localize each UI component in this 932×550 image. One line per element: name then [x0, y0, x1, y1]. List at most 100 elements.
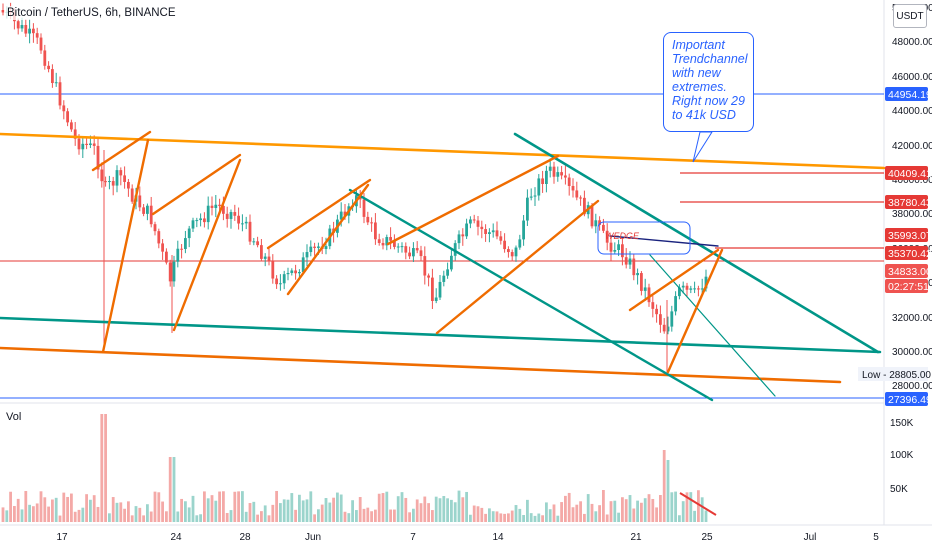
volume-bar[interactable] — [153, 491, 157, 522]
candle[interactable] — [130, 184, 134, 204]
volume-bar[interactable] — [172, 457, 176, 522]
volume-bar[interactable] — [628, 495, 632, 522]
volume-bar[interactable] — [336, 492, 339, 522]
volume-bar[interactable] — [92, 495, 96, 522]
candle[interactable] — [404, 242, 408, 260]
candle[interactable] — [180, 244, 183, 259]
candle[interactable] — [491, 223, 495, 238]
candle[interactable] — [279, 274, 282, 291]
volume-bar[interactable] — [77, 509, 81, 522]
candle[interactable] — [214, 194, 218, 218]
volume-bar[interactable] — [567, 492, 571, 522]
volume-bar[interactable] — [590, 503, 594, 522]
candle[interactable] — [377, 233, 381, 246]
wedge-label-box[interactable] — [597, 221, 691, 255]
candle[interactable] — [484, 224, 487, 242]
volume-bar[interactable] — [526, 499, 529, 522]
wedge-5-upper-line[interactable] — [628, 248, 720, 312]
candle[interactable] — [659, 305, 662, 333]
volume-bar[interactable] — [138, 507, 142, 522]
candle[interactable] — [165, 248, 168, 265]
volume-bar[interactable] — [127, 501, 130, 522]
wedge-2-lower-line[interactable] — [172, 158, 242, 332]
volume-bar[interactable] — [218, 491, 221, 522]
candle[interactable] — [260, 239, 263, 262]
volume-bar[interactable] — [28, 504, 31, 522]
candle[interactable] — [526, 189, 529, 226]
candle[interactable] — [617, 239, 620, 257]
candle[interactable] — [533, 187, 537, 206]
candle[interactable] — [96, 136, 100, 179]
candle[interactable] — [176, 240, 180, 268]
low-price-label[interactable]: Low - 28805.00 — [858, 367, 931, 381]
candle[interactable] — [54, 72, 58, 87]
candle[interactable] — [670, 305, 674, 332]
drawings[interactable] — [0, 130, 886, 402]
candle[interactable] — [47, 61, 50, 73]
candle[interactable] — [73, 121, 77, 146]
volume-bar[interactable] — [13, 506, 16, 522]
candle[interactable] — [229, 209, 233, 229]
symbol-title[interactable]: Bitcoin / TetherUS, 6h, BINANCE — [4, 6, 179, 20]
volume-bar[interactable] — [602, 490, 605, 522]
candle[interactable] — [689, 285, 693, 294]
candle[interactable] — [282, 270, 286, 290]
candle[interactable] — [153, 221, 157, 236]
volume-bar[interactable] — [476, 506, 480, 522]
volume-bar[interactable] — [43, 497, 47, 522]
volume-bar[interactable] — [161, 501, 164, 522]
volume-bar[interactable] — [358, 497, 362, 522]
candle[interactable] — [697, 285, 700, 297]
volume-bar[interactable] — [507, 513, 510, 522]
price-label-pill[interactable]: 44954.19 — [885, 87, 932, 101]
candle[interactable] — [529, 188, 533, 201]
volume-bar[interactable] — [51, 499, 54, 522]
wedge-4-upper-line[interactable] — [386, 154, 560, 246]
volume-bar[interactable] — [514, 505, 518, 522]
wedge-3-upper-line[interactable] — [266, 178, 372, 250]
candle[interactable] — [161, 239, 164, 260]
volume-bar[interactable] — [491, 511, 495, 522]
candle[interactable] — [142, 204, 145, 217]
volume-bar[interactable] — [605, 514, 609, 522]
volume-bar[interactable] — [598, 505, 601, 522]
candle[interactable] — [58, 76, 62, 110]
candle[interactable] — [662, 318, 666, 334]
price-labels[interactable]: 44954.19 40409.41 38780.43 35993.07 35370.42… — [885, 87, 932, 406]
volume-bar[interactable] — [415, 499, 419, 522]
candle[interactable] — [28, 19, 31, 44]
volume-bar[interactable] — [385, 491, 389, 522]
volume-bar[interactable] — [651, 498, 655, 522]
teal-diagonal-line[interactable] — [348, 188, 714, 402]
volume-bar[interactable] — [267, 515, 271, 522]
volume-bar[interactable] — [450, 499, 453, 522]
volume-bar[interactable] — [624, 499, 628, 522]
candle[interactable] — [286, 267, 290, 281]
volume-bar[interactable] — [697, 490, 700, 522]
volume-bar[interactable] — [423, 496, 427, 522]
wedge-3-lower-line[interactable] — [286, 183, 370, 296]
candle[interactable] — [366, 211, 370, 226]
volume-bar[interactable] — [522, 515, 525, 522]
volume-bar[interactable] — [225, 512, 229, 522]
candle[interactable] — [446, 262, 449, 279]
volume-bar[interactable] — [389, 509, 392, 522]
wedge-4-lower-line[interactable] — [435, 199, 600, 335]
candle[interactable] — [412, 242, 415, 263]
candle[interactable] — [476, 215, 480, 236]
candle[interactable] — [431, 268, 434, 309]
candle[interactable] — [66, 108, 69, 127]
volume-bar[interactable] — [564, 495, 567, 522]
candle[interactable] — [602, 218, 605, 234]
candle[interactable] — [203, 212, 206, 228]
candle[interactable] — [275, 275, 278, 289]
candle[interactable] — [252, 237, 256, 246]
candle[interactable] — [119, 167, 123, 186]
volume-bar[interactable] — [670, 492, 674, 522]
volume-bar[interactable] — [263, 505, 267, 522]
candle[interactable] — [655, 304, 658, 323]
volume-bar[interactable] — [533, 515, 537, 522]
candle[interactable] — [480, 220, 484, 239]
volume-bar[interactable] — [168, 457, 172, 522]
candle[interactable] — [244, 216, 248, 230]
